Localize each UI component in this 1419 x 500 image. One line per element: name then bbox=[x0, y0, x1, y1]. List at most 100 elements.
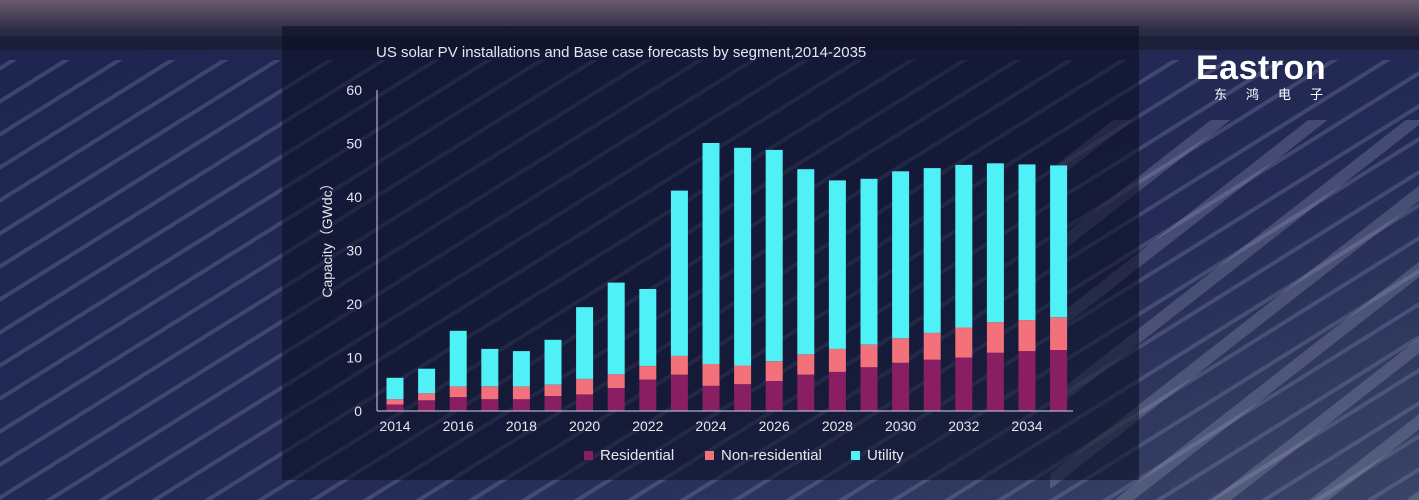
bar-residential-2016 bbox=[449, 397, 467, 411]
x-tick-labels: 2014 2016 2018 2020 2022 2024 2026 2028 2030 2032… bbox=[379, 418, 1042, 434]
bar-non-residential-2017 bbox=[481, 386, 499, 400]
bar-residential-2025 bbox=[734, 384, 752, 412]
bar-residential-2021 bbox=[607, 388, 625, 411]
y-tick-50: 50 bbox=[346, 136, 362, 152]
bars-group bbox=[386, 143, 1068, 412]
bar-residential-2029 bbox=[860, 367, 878, 411]
bar-residential-2027 bbox=[797, 374, 815, 411]
bar-non-residential-2023 bbox=[670, 355, 688, 375]
x-tick-2024: 2024 bbox=[695, 418, 726, 434]
bar-residential-2014 bbox=[386, 404, 404, 411]
bar-non-residential-2014 bbox=[386, 399, 404, 405]
bar-non-residential-2018 bbox=[512, 386, 530, 400]
bar-utility-2022 bbox=[639, 289, 657, 366]
bar-residential-2028 bbox=[828, 371, 846, 411]
bar-utility-2015 bbox=[418, 368, 436, 394]
x-tick-2016: 2016 bbox=[443, 418, 474, 434]
bar-utility-2035 bbox=[1050, 165, 1068, 318]
bar-residential-2019 bbox=[544, 396, 562, 411]
chart-title: US solar PV installations and Base case … bbox=[376, 44, 867, 61]
bar-residential-2030 bbox=[892, 362, 910, 411]
bar-non-residential-2020 bbox=[576, 378, 594, 395]
y-tick-30: 30 bbox=[346, 243, 362, 259]
bar-utility-2017 bbox=[481, 348, 499, 387]
y-tick-40: 40 bbox=[346, 189, 362, 205]
bar-utility-2032 bbox=[955, 164, 973, 328]
y-tick-60: 60 bbox=[346, 82, 362, 98]
bar-residential-2035 bbox=[1050, 350, 1068, 411]
bar-non-residential-2016 bbox=[449, 386, 467, 398]
bar-residential-2015 bbox=[418, 400, 436, 411]
bar-utility-2030 bbox=[892, 171, 910, 339]
bar-utility-2014 bbox=[386, 377, 404, 400]
bar-residential-2033 bbox=[986, 352, 1004, 411]
bar-utility-2029 bbox=[860, 178, 878, 345]
bar-residential-2022 bbox=[639, 379, 657, 411]
bar-non-residential-2029 bbox=[860, 344, 878, 368]
x-tick-2028: 2028 bbox=[822, 418, 853, 434]
bar-non-residential-2028 bbox=[828, 348, 846, 372]
bar-non-residential-2027 bbox=[797, 354, 815, 375]
bar-residential-2020 bbox=[576, 394, 594, 411]
bar-utility-2028 bbox=[828, 180, 846, 349]
bar-non-residential-2030 bbox=[892, 338, 910, 363]
bar-utility-2034 bbox=[1018, 164, 1036, 321]
bar-residential-2017 bbox=[481, 399, 499, 411]
bar-non-residential-2025 bbox=[734, 365, 752, 385]
legend-item-non-residential: Non-residential bbox=[705, 445, 822, 465]
bar-non-residential-2024 bbox=[702, 363, 720, 386]
bar-utility-2021 bbox=[607, 282, 625, 375]
bar-non-residential-2034 bbox=[1018, 320, 1036, 352]
x-tick-2026: 2026 bbox=[759, 418, 790, 434]
bar-utility-2016 bbox=[449, 330, 467, 387]
legend-label-non-residential: Non-residential bbox=[721, 446, 822, 464]
brand-logo: Eastron 东鸿电子 bbox=[1196, 50, 1356, 106]
bar-utility-2031 bbox=[923, 168, 941, 333]
bar-non-residential-2035 bbox=[1050, 317, 1068, 350]
bar-residential-2031 bbox=[923, 359, 941, 411]
bar-utility-2025 bbox=[734, 147, 752, 366]
bar-residential-2026 bbox=[765, 381, 783, 411]
y-tick-0: 0 bbox=[354, 403, 362, 419]
bar-non-residential-2022 bbox=[639, 366, 657, 380]
bar-utility-2023 bbox=[670, 190, 688, 356]
y-tick-labels: 0 10 20 30 40 50 60 bbox=[346, 82, 362, 419]
bar-utility-2033 bbox=[986, 163, 1004, 323]
legend-swatch-utility bbox=[851, 450, 860, 460]
y-axis-label: Capacity（GWdc） bbox=[319, 176, 335, 297]
x-tick-2032: 2032 bbox=[948, 418, 979, 434]
bar-non-residential-2033 bbox=[986, 322, 1004, 353]
bar-utility-2027 bbox=[797, 169, 815, 355]
x-tick-2030: 2030 bbox=[885, 418, 916, 434]
bar-residential-2023 bbox=[670, 374, 688, 411]
bar-utility-2024 bbox=[702, 143, 720, 364]
x-tick-2014: 2014 bbox=[379, 418, 410, 434]
legend-label-residential: Residential bbox=[600, 446, 675, 464]
x-tick-2034: 2034 bbox=[1011, 418, 1042, 434]
bar-residential-2024 bbox=[702, 385, 720, 411]
bar-utility-2020 bbox=[576, 307, 594, 379]
bar-non-residential-2021 bbox=[607, 374, 625, 388]
bar-utility-2019 bbox=[544, 339, 562, 385]
bar-utility-2026 bbox=[765, 149, 783, 362]
bar-non-residential-2015 bbox=[418, 393, 436, 401]
bar-non-residential-2032 bbox=[955, 327, 973, 358]
x-tick-2022: 2022 bbox=[632, 418, 663, 434]
x-tick-2020: 2020 bbox=[569, 418, 600, 434]
bar-residential-2018 bbox=[512, 399, 530, 411]
brand-subtitle: 东鸿电子 bbox=[1214, 88, 1343, 103]
x-tick-2018: 2018 bbox=[506, 418, 537, 434]
brand-name: Eastron bbox=[1196, 49, 1327, 87]
bar-non-residential-2026 bbox=[765, 361, 783, 381]
legend-item-utility: Utility bbox=[851, 445, 904, 465]
bar-non-residential-2031 bbox=[923, 332, 941, 360]
y-tick-10: 10 bbox=[346, 350, 362, 366]
legend-swatch-non-residential bbox=[705, 450, 714, 460]
legend-item-residential: Residential bbox=[584, 445, 674, 465]
legend-label-utility: Utility bbox=[867, 446, 904, 464]
y-tick-20: 20 bbox=[346, 296, 362, 312]
bar-utility-2018 bbox=[512, 351, 530, 387]
bar-residential-2034 bbox=[1018, 351, 1036, 411]
legend-swatch-residential bbox=[584, 450, 593, 460]
